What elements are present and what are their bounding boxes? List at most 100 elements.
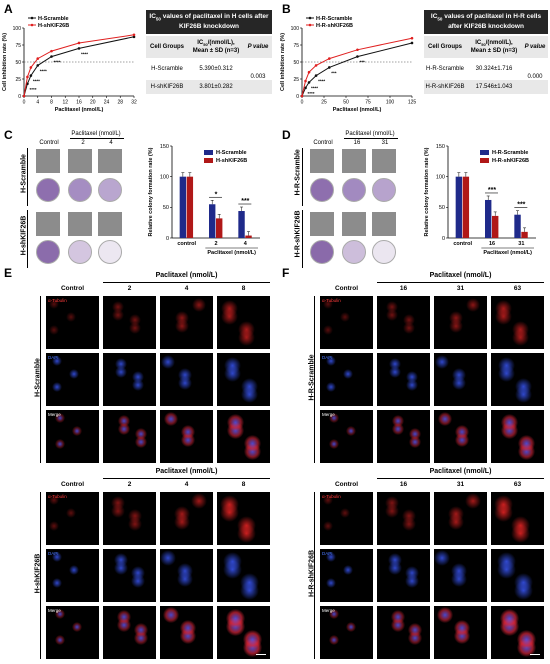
- micrograph: [434, 492, 487, 545]
- bar: [485, 199, 492, 238]
- cell-stain: [500, 413, 518, 431]
- data-point: [410, 36, 414, 40]
- significance-label: ***: [517, 202, 525, 209]
- micrograph: [217, 549, 270, 602]
- col-header-rule: [377, 282, 544, 283]
- cell-stain: [408, 623, 422, 637]
- y-tick-label: 50: [15, 60, 21, 66]
- micrograph: [217, 410, 270, 463]
- significance-label: ***: [359, 60, 365, 65]
- panel-b-ic50-table: IC50 values of paclitaxel in H-R cells a…: [424, 10, 548, 112]
- col-dose-label: 31: [456, 285, 465, 292]
- col-dose-label: 16: [353, 140, 361, 146]
- x-tick-label: 12: [62, 100, 68, 106]
- bar: [179, 176, 187, 238]
- cell-stain: [494, 299, 512, 317]
- cell-stain: [65, 507, 77, 519]
- cell-stain: [174, 310, 190, 326]
- ic50-row-group: H-R-shKIF26B: [425, 84, 465, 91]
- x-tick-label: 8: [50, 100, 53, 106]
- panel-f-label: F: [282, 266, 290, 280]
- x-tick-label: 16: [489, 241, 495, 247]
- x-tick-label: 24: [104, 100, 110, 106]
- colony-closeup: [342, 212, 366, 236]
- colony-closeup: [68, 149, 92, 173]
- micrograph: [434, 296, 487, 349]
- cell-stain: [499, 608, 519, 628]
- cell-stain: [163, 411, 179, 427]
- panel-d-colony-images: Control Paclitaxel (nmol/L) 16 31 H-R-Sc…: [294, 130, 414, 270]
- col-dose-label: 63: [513, 285, 522, 292]
- cell-stain: [219, 494, 239, 514]
- channel-label: α-Tubulin: [48, 494, 67, 499]
- micrograph: [491, 492, 544, 545]
- cell-stain: [402, 509, 416, 523]
- row-group-rule: [40, 296, 41, 463]
- significance-label: ***: [241, 198, 249, 205]
- cell-stain: [112, 301, 124, 313]
- legend-swatch: [480, 158, 489, 163]
- legend-swatch: [204, 158, 213, 163]
- micrograph: [377, 353, 430, 406]
- legend-marker: [30, 16, 34, 20]
- row-group-label: H-R-Scramble: [294, 149, 302, 196]
- nucleus-stain: [52, 382, 62, 392]
- micrograph: Merge: [46, 606, 99, 659]
- data-point: [327, 66, 331, 69]
- legend-label: H-R-Scramble: [316, 16, 352, 22]
- y-tick-label: 75: [15, 43, 21, 49]
- colony-well: [68, 240, 92, 264]
- micrograph: Merge: [320, 606, 373, 659]
- cell-stain: [118, 415, 130, 427]
- data-point: [356, 48, 359, 52]
- cell-stain: [385, 496, 399, 510]
- cell-stain: [237, 320, 255, 338]
- cell-stain: [55, 439, 65, 449]
- data-point: [410, 41, 414, 45]
- nucleus-stain: [68, 564, 80, 576]
- cell-stain: [329, 439, 339, 449]
- panel-b-label: B: [282, 2, 291, 16]
- cell-stain: [225, 608, 245, 628]
- nucleus-stain: [497, 356, 515, 374]
- nucleus-stain: [451, 367, 467, 383]
- ic50-table-title: IC50 values of paclitaxel in H cells aft…: [146, 10, 272, 35]
- micrograph: [217, 353, 270, 406]
- significance-label: ****: [311, 85, 318, 90]
- data-point: [36, 64, 40, 67]
- col-control-label: Control: [39, 140, 59, 146]
- y-axis-label: Relative colony formation rate (%): [148, 147, 154, 236]
- micrograph: [103, 296, 156, 349]
- bar: [514, 214, 521, 238]
- channel-label: DAPI: [322, 355, 333, 360]
- cell-stain: [66, 312, 76, 322]
- nucleus-stain: [325, 551, 337, 563]
- panel-e-micrographs: Paclitaxel (nmol/L) Control 2 4 8 H-Scramble α…: [14, 272, 276, 664]
- y-axis-label: Relative colony formation rate (%): [424, 147, 430, 236]
- colony-well: [372, 178, 396, 202]
- legend-marker: [308, 23, 312, 27]
- nucleus-stain: [434, 549, 451, 567]
- cell-stain: [111, 496, 125, 510]
- ic50-row-value: 5.390±0.312: [199, 66, 233, 73]
- x-tick-label: control: [453, 241, 472, 247]
- colony-closeup: [98, 212, 122, 236]
- channel-label: DAPI: [48, 551, 59, 556]
- colony-closeup: [310, 149, 334, 173]
- nucleus-stain: [176, 562, 194, 580]
- cell-stain: [403, 322, 415, 334]
- ic50-pvalue: 0.000: [527, 74, 543, 81]
- micrograph: [160, 353, 213, 406]
- panel-a-ic50-table: IC50 values of paclitaxel in H cells aft…: [146, 10, 272, 112]
- nucleus-stain: [326, 382, 336, 392]
- ic50-row-group: H-Scramble: [151, 66, 183, 73]
- y-tick-label: 75: [293, 43, 299, 49]
- cell-stain: [339, 507, 351, 519]
- nucleus-stain: [388, 553, 402, 567]
- nucleus-stain: [51, 551, 63, 563]
- cell-stain: [517, 434, 535, 452]
- cell-stain: [391, 610, 405, 624]
- panel-c-label: C: [4, 128, 13, 142]
- x-axis-label: Paclitaxel (nmol/L): [55, 107, 104, 113]
- micrograph: [377, 296, 430, 349]
